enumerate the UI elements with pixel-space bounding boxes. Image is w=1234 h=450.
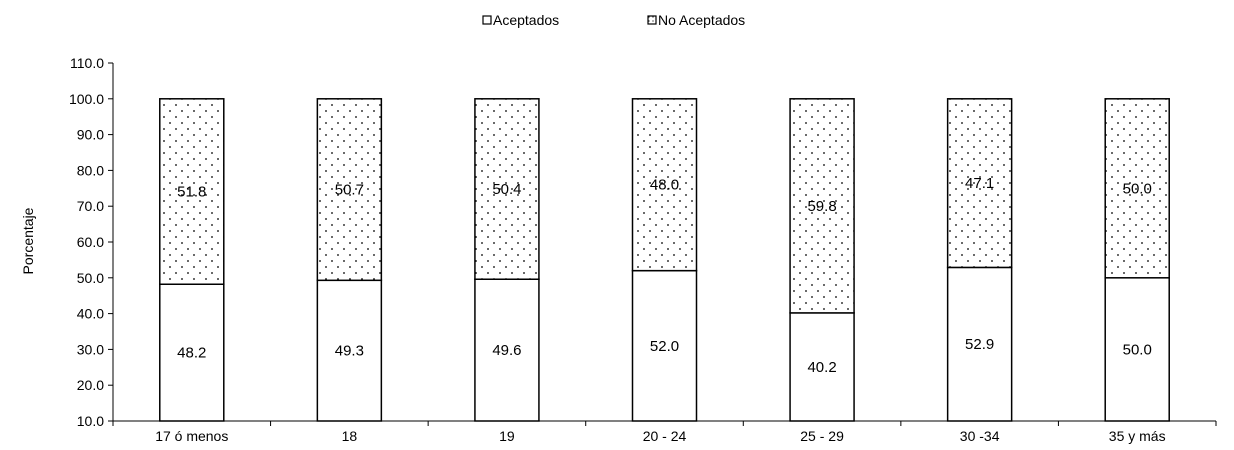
y-axis-label: Porcentaje [20, 207, 36, 274]
data-label-no-aceptados: 47.1 [965, 175, 994, 192]
y-tick-label: 30.0 [77, 341, 104, 357]
bar-segment-aceptados [631, 269, 698, 422]
bar-segment-no-aceptados [159, 98, 225, 285]
legend-item-aceptados: Aceptados [482, 12, 559, 28]
bar-segment-aceptados [159, 283, 225, 422]
x-category-label: 35 y más [1109, 428, 1166, 444]
data-label-no-aceptados: 51.8 [177, 184, 206, 201]
data-label-no-aceptados: 50.0 [1123, 180, 1152, 197]
data-label-no-aceptados: 50.4 [492, 181, 521, 198]
y-tick-label: 70.0 [77, 198, 104, 214]
y-tick-label: 110.0 [70, 55, 104, 71]
legend: Aceptados No Aceptados [482, 12, 745, 28]
legend-label-aceptados: Aceptados [493, 12, 559, 28]
y-tick-label: 50.0 [77, 270, 104, 286]
y-axis: 10.0 20.0 30.0 40.0 50.0 60.0 70.0 80.0 90.0 100.… [69, 55, 114, 429]
data-label-no-aceptados: 50.7 [335, 182, 364, 199]
data-label-aceptados: 52.0 [650, 338, 679, 355]
bar-segment-no-aceptados [316, 98, 383, 282]
y-tick-label: 60.0 [77, 234, 104, 250]
bar-segment-aceptados [946, 266, 1013, 422]
x-category-label: 17 ó menos [155, 428, 228, 444]
y-tick-label: 40.0 [77, 306, 104, 322]
data-label-aceptados: 48.2 [177, 345, 206, 362]
legend-swatch-aceptados [482, 15, 492, 25]
data-label-aceptados: 40.2 [807, 359, 836, 376]
data-label-no-aceptados: 59.8 [807, 198, 836, 215]
data-label-no-aceptados: 48.0 [650, 177, 679, 194]
y-tick-label: 80.0 [77, 162, 104, 178]
bar-segment-no-aceptados [1104, 98, 1170, 279]
x-category-label: 30 -34 [960, 428, 1000, 444]
data-label-aceptados: 49.6 [492, 342, 521, 359]
bar-segment-no-aceptados [631, 98, 698, 272]
x-category-label: 20 - 24 [643, 428, 687, 444]
bars: 48.2 51.8 49.3 50.7 49.6 50.4 52.0 48.0 40.2 59.8… [159, 98, 1170, 422]
x-axis: 17 ó menos 18 19 20 - 24 25 - 29 30 -34 35 y m… [112, 420, 1217, 444]
y-tick-label: 100.0 [69, 91, 104, 107]
legend-swatch-no-aceptados [647, 15, 657, 25]
x-category-label: 18 [342, 428, 358, 444]
x-category-label: 25 - 29 [800, 428, 844, 444]
bar-segment-no-aceptados [789, 98, 855, 314]
y-tick-label: 20.0 [77, 377, 104, 393]
data-label-aceptados: 50.0 [1123, 341, 1152, 358]
bar-segment-no-aceptados [946, 98, 1013, 269]
x-category-label: 19 [499, 428, 515, 444]
legend-label-no-aceptados: No Aceptados [658, 12, 745, 28]
y-tick-label: 90.0 [77, 127, 104, 143]
legend-item-no-aceptados: No Aceptados [647, 12, 745, 28]
bar-segment-no-aceptados [474, 98, 540, 280]
data-label-aceptados: 52.9 [965, 336, 994, 353]
y-tick-label: 10.0 [77, 413, 104, 429]
data-label-aceptados: 49.3 [335, 343, 364, 360]
